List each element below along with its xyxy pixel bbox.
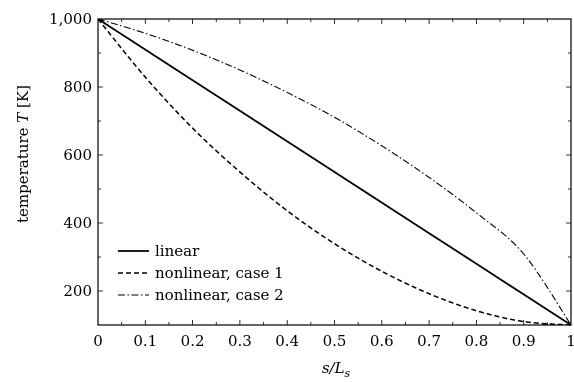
series-line-solid	[97, 18, 572, 326]
y-tick-label: 800	[63, 78, 92, 96]
x-tick-label: 1	[566, 332, 574, 350]
legend-label: nonlinear, case 1	[155, 264, 284, 282]
y-tick-label: 200	[63, 282, 92, 300]
x-tick-label: 0.8	[464, 332, 488, 350]
legend: linear nonlinear, case 1 nonlinear, case 2	[118, 242, 284, 304]
y-tick-labels: 200 400 600 800 1,000	[49, 10, 92, 300]
legend-label: linear	[155, 242, 200, 260]
series-line-dashed	[97, 18, 572, 326]
x-tick-label: 0.2	[181, 332, 205, 350]
x-tick-label: 0.4	[275, 332, 299, 350]
x-tick-label: 0.6	[370, 332, 394, 350]
series-line-dashdot	[97, 18, 572, 326]
x-tick-label: 0.9	[512, 332, 536, 350]
y-axis-label: temperature T [K]	[14, 85, 32, 223]
series-lines	[97, 18, 572, 326]
x-tick-label: 0.5	[323, 332, 347, 350]
x-axis-label: s/Ls	[322, 359, 351, 380]
x-tick-label: 0	[93, 332, 103, 350]
x-tick-label: 0.7	[417, 332, 441, 350]
x-tick-label: 0.1	[133, 332, 157, 350]
y-tick-label: 600	[63, 146, 92, 164]
plot-frame	[97, 18, 572, 326]
legend-label: nonlinear, case 2	[155, 286, 284, 304]
x-tick-labels: 0 0.1 0.2 0.3 0.4 0.5 0.6 0.7 0.8 0.9 1	[93, 332, 574, 350]
y-tick-label: 400	[63, 214, 92, 232]
x-tick-label: 0.3	[228, 332, 252, 350]
y-tick-label: 1,000	[49, 10, 92, 28]
